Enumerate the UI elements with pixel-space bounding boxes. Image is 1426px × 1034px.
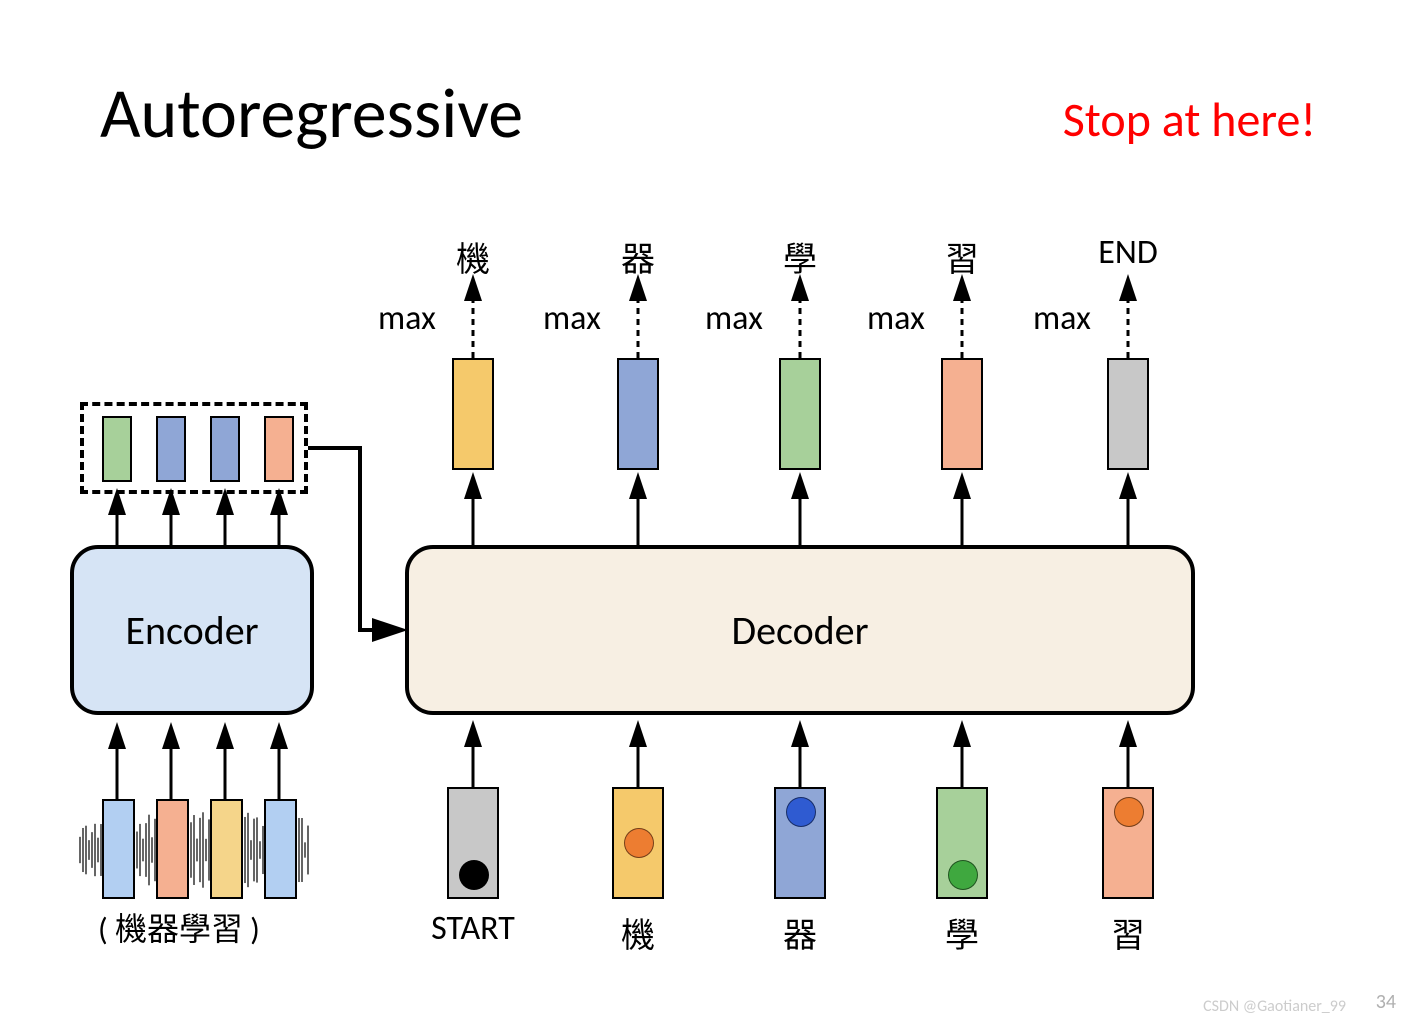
encoder-label: Encoder [125,606,258,655]
max-label: max [867,298,925,339]
decoder-output-bar [941,358,983,470]
slide-number: 34 [1376,990,1396,1014]
stop-label: Stop at here! [1063,90,1316,149]
encoder-output-bar [156,416,186,482]
encoder-input-bar [156,799,189,899]
decoder-output-bar [779,358,821,470]
input-token-dot [1114,797,1144,827]
encoder-output-bar [210,416,240,482]
output-token-label: 器 [598,232,678,281]
max-label: max [705,298,763,339]
encoder-output-bar [264,416,294,482]
max-label: max [378,298,436,339]
output-token-label: 機 [433,232,513,281]
input-token-label: 習 [1068,908,1188,957]
encoder-output-bar [102,416,132,482]
input-token-dot [948,860,978,890]
output-token-label: 習 [922,232,1002,281]
decoder-output-bar [452,358,494,470]
input-token-dot [624,828,654,858]
encoder-input-caption: ( 機器學習 ) [98,904,260,950]
decoder-block: Decoder [405,545,1195,715]
encoder-input-bar [210,799,243,899]
input-token-label: 機 [578,908,698,957]
encoder-block: Encoder [70,545,314,715]
encoder-input-bar [264,799,297,899]
max-label: max [1033,298,1091,339]
encoder-input-bar [102,799,135,899]
decoder-output-bar [617,358,659,470]
watermark: CSDN @Gaotianer_99 [1203,997,1346,1016]
input-token-dot [786,797,816,827]
input-token-label: START [413,908,533,949]
input-token-dot [459,860,489,890]
slide-title: Autoregressive [100,70,523,156]
decoder-label: Decoder [731,606,868,655]
output-token-label: END [1088,232,1168,273]
output-token-label: 學 [760,232,840,281]
decoder-output-bar [1107,358,1149,470]
input-token-label: 器 [740,908,860,957]
max-label: max [543,298,601,339]
input-token-label: 學 [902,908,1022,957]
